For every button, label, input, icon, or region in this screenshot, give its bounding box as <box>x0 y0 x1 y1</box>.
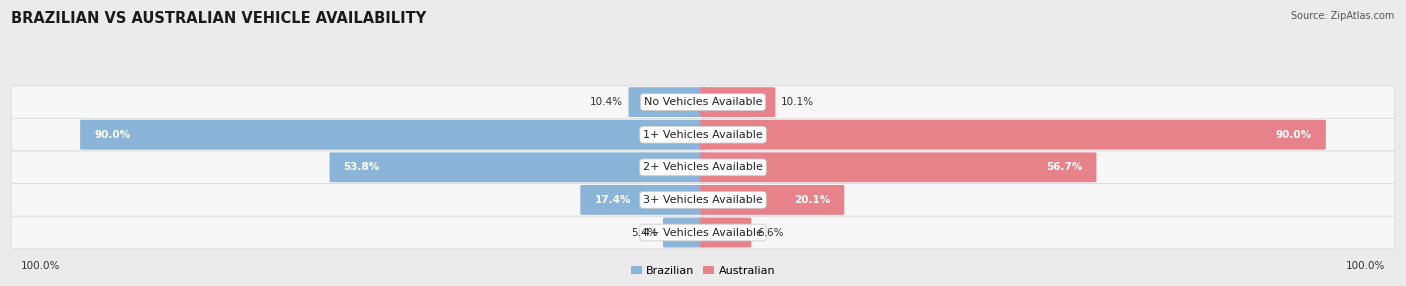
FancyBboxPatch shape <box>700 120 1326 150</box>
FancyBboxPatch shape <box>700 152 1097 182</box>
FancyBboxPatch shape <box>628 87 706 117</box>
FancyBboxPatch shape <box>664 218 706 247</box>
FancyBboxPatch shape <box>11 118 1395 151</box>
FancyBboxPatch shape <box>581 185 706 215</box>
Text: 90.0%: 90.0% <box>94 130 131 140</box>
Text: 100.0%: 100.0% <box>21 261 60 271</box>
Text: 56.7%: 56.7% <box>1046 162 1083 172</box>
FancyBboxPatch shape <box>700 87 775 117</box>
FancyBboxPatch shape <box>700 185 844 215</box>
Text: 10.1%: 10.1% <box>780 97 814 107</box>
Text: BRAZILIAN VS AUSTRALIAN VEHICLE AVAILABILITY: BRAZILIAN VS AUSTRALIAN VEHICLE AVAILABI… <box>11 11 426 26</box>
Legend: Brazilian, Australian: Brazilian, Australian <box>626 261 780 281</box>
Text: 53.8%: 53.8% <box>343 162 380 172</box>
Text: 20.1%: 20.1% <box>794 195 830 205</box>
Text: 100.0%: 100.0% <box>1346 261 1385 271</box>
Text: 4+ Vehicles Available: 4+ Vehicles Available <box>643 228 763 237</box>
Text: 17.4%: 17.4% <box>595 195 631 205</box>
Text: 1+ Vehicles Available: 1+ Vehicles Available <box>643 130 763 140</box>
FancyBboxPatch shape <box>80 120 706 150</box>
FancyBboxPatch shape <box>11 184 1395 216</box>
Text: Source: ZipAtlas.com: Source: ZipAtlas.com <box>1291 11 1395 21</box>
FancyBboxPatch shape <box>700 218 751 247</box>
FancyBboxPatch shape <box>11 216 1395 249</box>
Text: 10.4%: 10.4% <box>591 97 623 107</box>
FancyBboxPatch shape <box>11 86 1395 118</box>
Text: No Vehicles Available: No Vehicles Available <box>644 97 762 107</box>
Text: 5.4%: 5.4% <box>631 228 658 237</box>
FancyBboxPatch shape <box>11 151 1395 184</box>
Text: 2+ Vehicles Available: 2+ Vehicles Available <box>643 162 763 172</box>
FancyBboxPatch shape <box>329 152 706 182</box>
Text: 3+ Vehicles Available: 3+ Vehicles Available <box>643 195 763 205</box>
Text: 90.0%: 90.0% <box>1275 130 1312 140</box>
Text: 6.6%: 6.6% <box>756 228 783 237</box>
